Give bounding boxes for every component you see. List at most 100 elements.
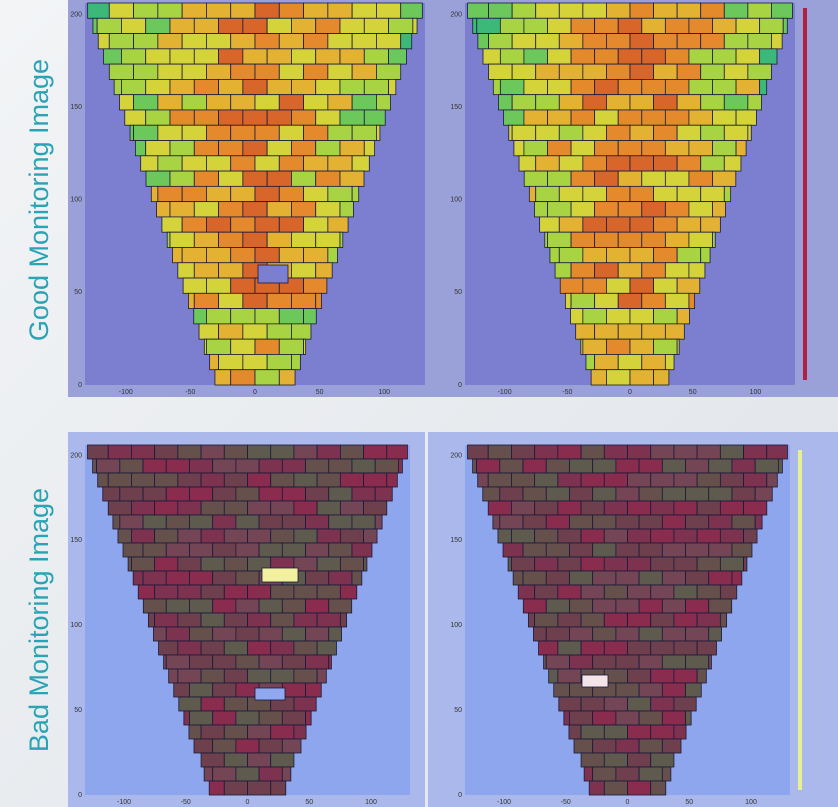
brick	[305, 486, 330, 502]
brick	[193, 292, 219, 310]
brick	[230, 216, 256, 233]
color-bar	[803, 8, 807, 380]
brick	[627, 752, 652, 768]
brick	[575, 323, 596, 340]
brick	[212, 766, 237, 782]
brick	[653, 63, 678, 80]
brick	[96, 458, 121, 474]
brick	[557, 472, 582, 488]
brick	[316, 472, 341, 488]
brick	[673, 724, 687, 740]
brick	[278, 247, 304, 264]
brick	[664, 262, 690, 279]
y-tick-label: 100	[450, 197, 462, 204]
brick	[503, 109, 525, 126]
brick	[376, 94, 391, 111]
brick	[603, 780, 628, 796]
brick	[569, 710, 594, 726]
brick	[487, 472, 512, 488]
brick	[673, 612, 698, 628]
y-tick-label: 200	[70, 11, 82, 18]
brick	[200, 500, 225, 516]
y-tick-label: 100	[70, 622, 82, 629]
brick	[719, 556, 744, 572]
brick	[206, 94, 232, 111]
y-tick-label: 0	[78, 382, 82, 389]
brick	[212, 626, 237, 642]
brick	[570, 262, 596, 279]
brick	[570, 17, 596, 34]
brick	[743, 556, 748, 572]
brick	[547, 201, 572, 218]
brick	[154, 612, 179, 628]
brick	[700, 94, 725, 111]
brick	[592, 766, 617, 782]
brick	[712, 109, 737, 126]
brick	[627, 612, 652, 628]
brick	[719, 500, 744, 516]
brick	[754, 514, 763, 530]
brick	[291, 79, 317, 96]
brick	[685, 458, 710, 474]
brick	[177, 528, 202, 544]
brick	[254, 308, 280, 325]
brick	[258, 738, 283, 754]
brick	[547, 79, 572, 96]
brick	[278, 2, 304, 19]
brick	[553, 682, 570, 698]
brick	[181, 216, 207, 233]
brick	[218, 323, 244, 340]
brick	[200, 612, 225, 628]
brick	[673, 640, 698, 656]
brick	[328, 598, 353, 614]
x-tick-label: 100	[365, 799, 377, 806]
brick	[235, 626, 260, 642]
brick	[545, 570, 570, 586]
brick	[303, 63, 329, 80]
brick	[206, 216, 232, 233]
brick	[303, 185, 329, 203]
brick	[735, 109, 757, 126]
brick	[723, 185, 732, 203]
brick	[96, 17, 122, 34]
brick	[235, 486, 260, 502]
brick	[641, 354, 666, 371]
brick	[315, 140, 341, 157]
brick	[351, 542, 373, 558]
brick	[388, 17, 414, 34]
x-tick-label: 50	[305, 799, 313, 806]
brick	[641, 109, 666, 126]
brick	[606, 94, 631, 111]
brick	[688, 17, 713, 34]
brick	[688, 79, 713, 96]
brick	[569, 570, 594, 586]
brick	[582, 63, 607, 80]
y-tick-label: 200	[450, 11, 462, 18]
brick	[545, 626, 570, 642]
brick	[719, 612, 728, 628]
brick	[363, 109, 386, 126]
brick	[522, 598, 547, 614]
brick	[169, 231, 195, 248]
y-tick-label: 200	[450, 452, 462, 459]
brick	[492, 79, 501, 96]
brick	[376, 124, 381, 141]
brick	[293, 724, 307, 740]
brick	[685, 542, 710, 558]
brick	[157, 124, 183, 141]
brick	[315, 79, 341, 96]
brick	[580, 556, 605, 572]
brick	[131, 528, 156, 544]
brick	[592, 486, 617, 502]
brick	[189, 486, 214, 502]
brick	[557, 444, 582, 460]
brick	[218, 140, 244, 157]
brick	[339, 140, 365, 157]
brick	[771, 2, 793, 19]
brick	[206, 33, 232, 50]
brick	[181, 33, 207, 50]
brick	[535, 2, 560, 19]
brick	[177, 472, 202, 488]
brick	[254, 369, 280, 386]
monitor-panel: 0 50 100 150 200 -100 -50 0 50 100	[428, 432, 838, 807]
